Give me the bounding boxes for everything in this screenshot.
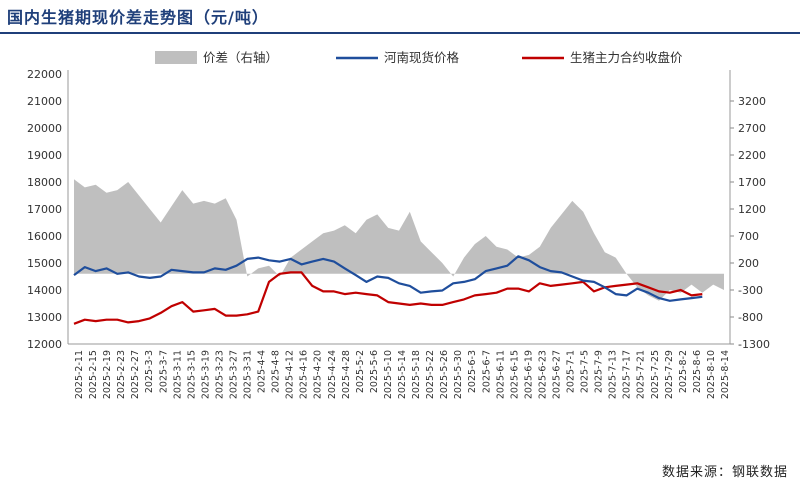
x-tick-label: 2025-2-19: [102, 350, 113, 399]
x-tick-label: 2025-5-14: [397, 350, 408, 399]
title-rule: [0, 32, 800, 34]
x-tick-label: 2025-4-20: [313, 350, 324, 399]
y-right-tick-label: -300: [738, 284, 763, 297]
x-tick-label: 2025-4-4: [257, 350, 268, 393]
spread-area: [74, 179, 724, 301]
x-tick-label: 2025-4-8: [271, 350, 282, 393]
y-left-tick-label: 14000: [27, 284, 62, 297]
x-tick-label: 2025-3-23: [214, 350, 225, 399]
x-tick-label: 2025-3-11: [172, 350, 183, 399]
y-left-tick-label: 17000: [27, 203, 62, 216]
x-tick-label: 2025-5-18: [411, 350, 422, 399]
x-tick-label: 2025-8-14: [720, 350, 731, 399]
x-tick-label: 2025-7-1: [566, 350, 577, 393]
y-left-tick-label: 19000: [27, 149, 62, 162]
x-tick-label: 2025-6-7: [481, 350, 492, 393]
x-tick-label: 2025-4-16: [299, 350, 310, 399]
x-tick-label: 2025-6-27: [551, 350, 562, 399]
x-tick-label: 2025-3-19: [200, 350, 211, 399]
x-tick-label: 2025-8-10: [706, 350, 717, 399]
y-right-tick-label: 1200: [738, 203, 766, 216]
y-right-tick-label: 2200: [738, 149, 766, 162]
x-tick-label: 2025-7-9: [594, 350, 605, 393]
legend-label-futures: 生猪主力合约收盘价: [570, 50, 683, 65]
x-tick-label: 2025-7-25: [650, 350, 661, 399]
legend-label-spread: 价差（右轴）: [203, 50, 278, 65]
y-left-tick-label: 21000: [27, 95, 62, 108]
x-tick-label: 2025-5-22: [425, 350, 436, 399]
x-tick-label: 2025-8-6: [692, 350, 703, 393]
y-right-tick-label: 3200: [738, 95, 766, 108]
x-tick-label: 2025-6-11: [495, 350, 506, 399]
legend-label-henan: 河南现货价格: [384, 50, 460, 65]
page-title: 国内生猪期现价差走势图（元/吨）: [7, 8, 269, 27]
x-tick-label: 2025-2-11: [74, 350, 85, 399]
x-tick-label: 2025-7-5: [580, 350, 591, 393]
y-left-tick-label: 20000: [27, 122, 62, 135]
x-tick-label: 2025-3-15: [186, 350, 197, 399]
x-tick-label: 2025-3-27: [228, 350, 239, 399]
y-left-tick-label: 15000: [27, 257, 62, 270]
x-tick-label: 2025-5-26: [439, 350, 450, 399]
x-tick-label: 2025-4-12: [285, 350, 296, 399]
x-tick-label: 2025-5-2: [355, 350, 366, 393]
y-left-tick-label: 12000: [27, 338, 62, 351]
x-tick-label: 2025-3-31: [243, 350, 254, 399]
x-tick-label: 2025-7-21: [636, 350, 647, 399]
x-tick-label: 2025-6-15: [509, 350, 520, 399]
x-tick-label: 2025-2-23: [116, 350, 127, 399]
y-right-tick-label: -1300: [738, 338, 770, 351]
x-tick-label: 2025-4-24: [327, 350, 338, 399]
henan-spot-price-line: [73, 255, 703, 302]
x-tick-label: 2025-6-3: [467, 350, 478, 393]
x-tick-label: 2025-2-27: [130, 350, 141, 399]
y-right-tick-label: 2700: [738, 122, 766, 135]
y-right-tick-label: -800: [738, 311, 763, 324]
x-tick-label: 2025-8-2: [678, 350, 689, 393]
x-tick-label: 2025-4-28: [341, 350, 352, 399]
y-left-tick-label: 22000: [27, 68, 62, 81]
y-left-tick-label: 13000: [27, 311, 62, 324]
x-tick-label: 2025-5-30: [453, 350, 464, 399]
y-right-tick-label: 200: [738, 257, 759, 270]
futures-price-line: [73, 271, 703, 325]
y-left-tick-label: 18000: [27, 176, 62, 189]
x-tick-label: 2025-5-10: [383, 350, 394, 399]
y-right-tick-label: 1700: [738, 176, 766, 189]
y-left-tick-label: 16000: [27, 230, 62, 243]
y-right-tick-label: 700: [738, 230, 759, 243]
x-tick-label: 2025-5-6: [369, 350, 380, 393]
x-tick-label: 2025-7-29: [664, 350, 675, 399]
source-note: 数据来源：钢联数据: [661, 465, 788, 480]
x-tick-label: 2025-6-19: [523, 350, 534, 399]
x-tick-label: 2025-3-3: [144, 350, 155, 393]
x-tick-label: 2025-7-13: [608, 350, 619, 399]
x-tick-label: 2025-7-17: [622, 350, 633, 399]
x-tick-label: 2025-2-15: [88, 350, 99, 399]
x-tick-label: 2025-3-7: [158, 350, 169, 393]
legend-swatch-spread: [155, 51, 197, 64]
x-tick-label: 2025-6-23: [537, 350, 548, 399]
